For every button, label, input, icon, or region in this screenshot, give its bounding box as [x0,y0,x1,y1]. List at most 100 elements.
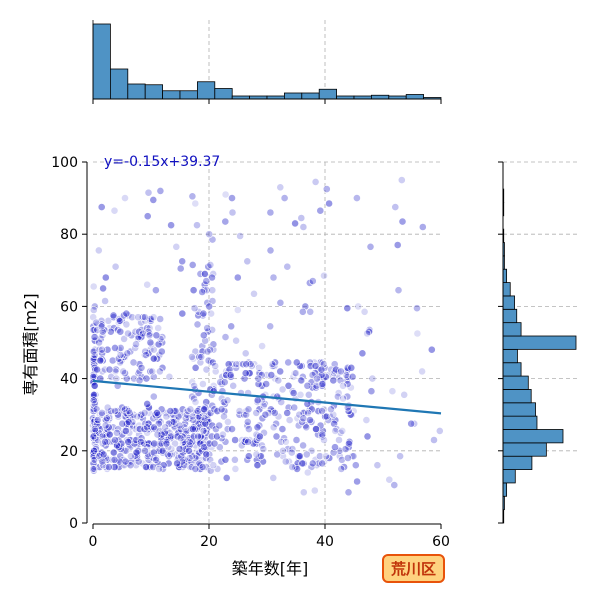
scatter-point [348,372,357,381]
scatter-point [255,432,264,441]
scatter-point [153,408,161,417]
scatter-point [285,416,294,424]
scatter-point [142,463,150,471]
scatter-point [146,338,155,347]
scatter-point [150,439,159,448]
scatter-point [368,374,377,383]
scatter-point [353,477,361,486]
scatter-point [318,407,326,415]
scatter-point [172,242,181,251]
scatter-point [220,412,228,421]
y-tick-label: 40 [60,372,78,388]
scatter-point [217,405,226,414]
scatter-point [302,423,311,432]
scatter-point [124,329,132,338]
scatter-point [120,334,128,343]
scatter-point [175,445,184,453]
scatter-point [124,417,133,426]
scatter-point [156,186,165,195]
scatter-point [90,390,98,399]
scatter-point [105,430,114,439]
scatter-point [255,363,263,372]
y-hist-bar [502,402,536,417]
scatter-point [89,282,98,291]
x-axis-label: 築年数[年] [232,559,309,578]
scatter-point [363,432,372,441]
scatter-point [152,331,161,340]
scatter-point [220,378,229,387]
scatter-point [111,262,120,271]
scatter-point [283,262,292,271]
scatter-point [132,340,140,349]
y-hist-bar [502,469,516,484]
scatter-point [188,192,197,201]
scatter-point [261,410,270,419]
y-tick-label: 0 [69,516,78,532]
scatter-point [283,408,292,417]
scatter-point [297,214,306,222]
scatter-point [143,423,151,432]
scatter-point [259,445,268,453]
scatter-point [313,374,321,383]
scatter-point [221,190,230,199]
scatter-point [345,439,353,448]
scatter-point [208,286,217,295]
scatter-point [193,320,202,329]
scatter-point [346,410,355,419]
scatter-point [400,390,409,399]
scatter-point [101,437,109,446]
scatter-point [235,407,244,415]
scatter-point [232,360,241,369]
scatter-point [162,439,171,448]
scatter-point [213,432,221,441]
scatter-point [91,425,99,433]
scatter-point [124,407,133,415]
scatter-point [110,206,119,215]
scatter-point [166,432,175,441]
scatter-point [198,463,207,471]
scatter-point [110,448,118,457]
scatter-point [289,389,298,397]
scatter-point [205,302,214,311]
scatter-point [121,194,129,202]
x-tick-label: 0 [89,534,98,550]
scatter-point [304,408,312,417]
scatter-point [253,396,262,405]
scatter-point [304,390,313,399]
scatter-point [299,223,308,231]
scatter-point [278,385,287,394]
scatter-point [140,408,149,417]
right-histogram [502,188,577,524]
scatter-point [252,408,261,417]
scatter-point [129,358,138,367]
scatter-point [135,425,144,433]
y-hist-bar [502,429,564,444]
scatter-point [173,459,181,468]
scatter-point [96,334,105,343]
scatter-point [211,362,220,370]
x-hist-bar [110,68,129,100]
scatter-point [398,217,407,226]
scatter-point [103,414,111,423]
scatter-point [137,363,146,372]
scatter-point [281,437,290,446]
scatter-point [193,221,201,230]
scatter-point [407,419,416,428]
scatter-point [228,208,237,217]
scatter-point [148,367,157,376]
y-tick-label: 100 [51,155,78,171]
scatter-point [142,374,151,383]
scatter-point [89,432,98,441]
scatter-point [221,217,230,226]
x-tick-label: 20 [200,534,218,550]
scatter-point [156,315,165,323]
scatter-point [200,405,209,414]
scatter-point [311,362,320,370]
scatter-point [343,304,352,313]
x-tick-label: 40 [316,534,334,550]
scatter-point [108,356,117,365]
scatter-point [373,461,382,470]
scatter-point [223,396,232,405]
scatter-point [103,437,112,446]
scatter-point [122,426,130,435]
